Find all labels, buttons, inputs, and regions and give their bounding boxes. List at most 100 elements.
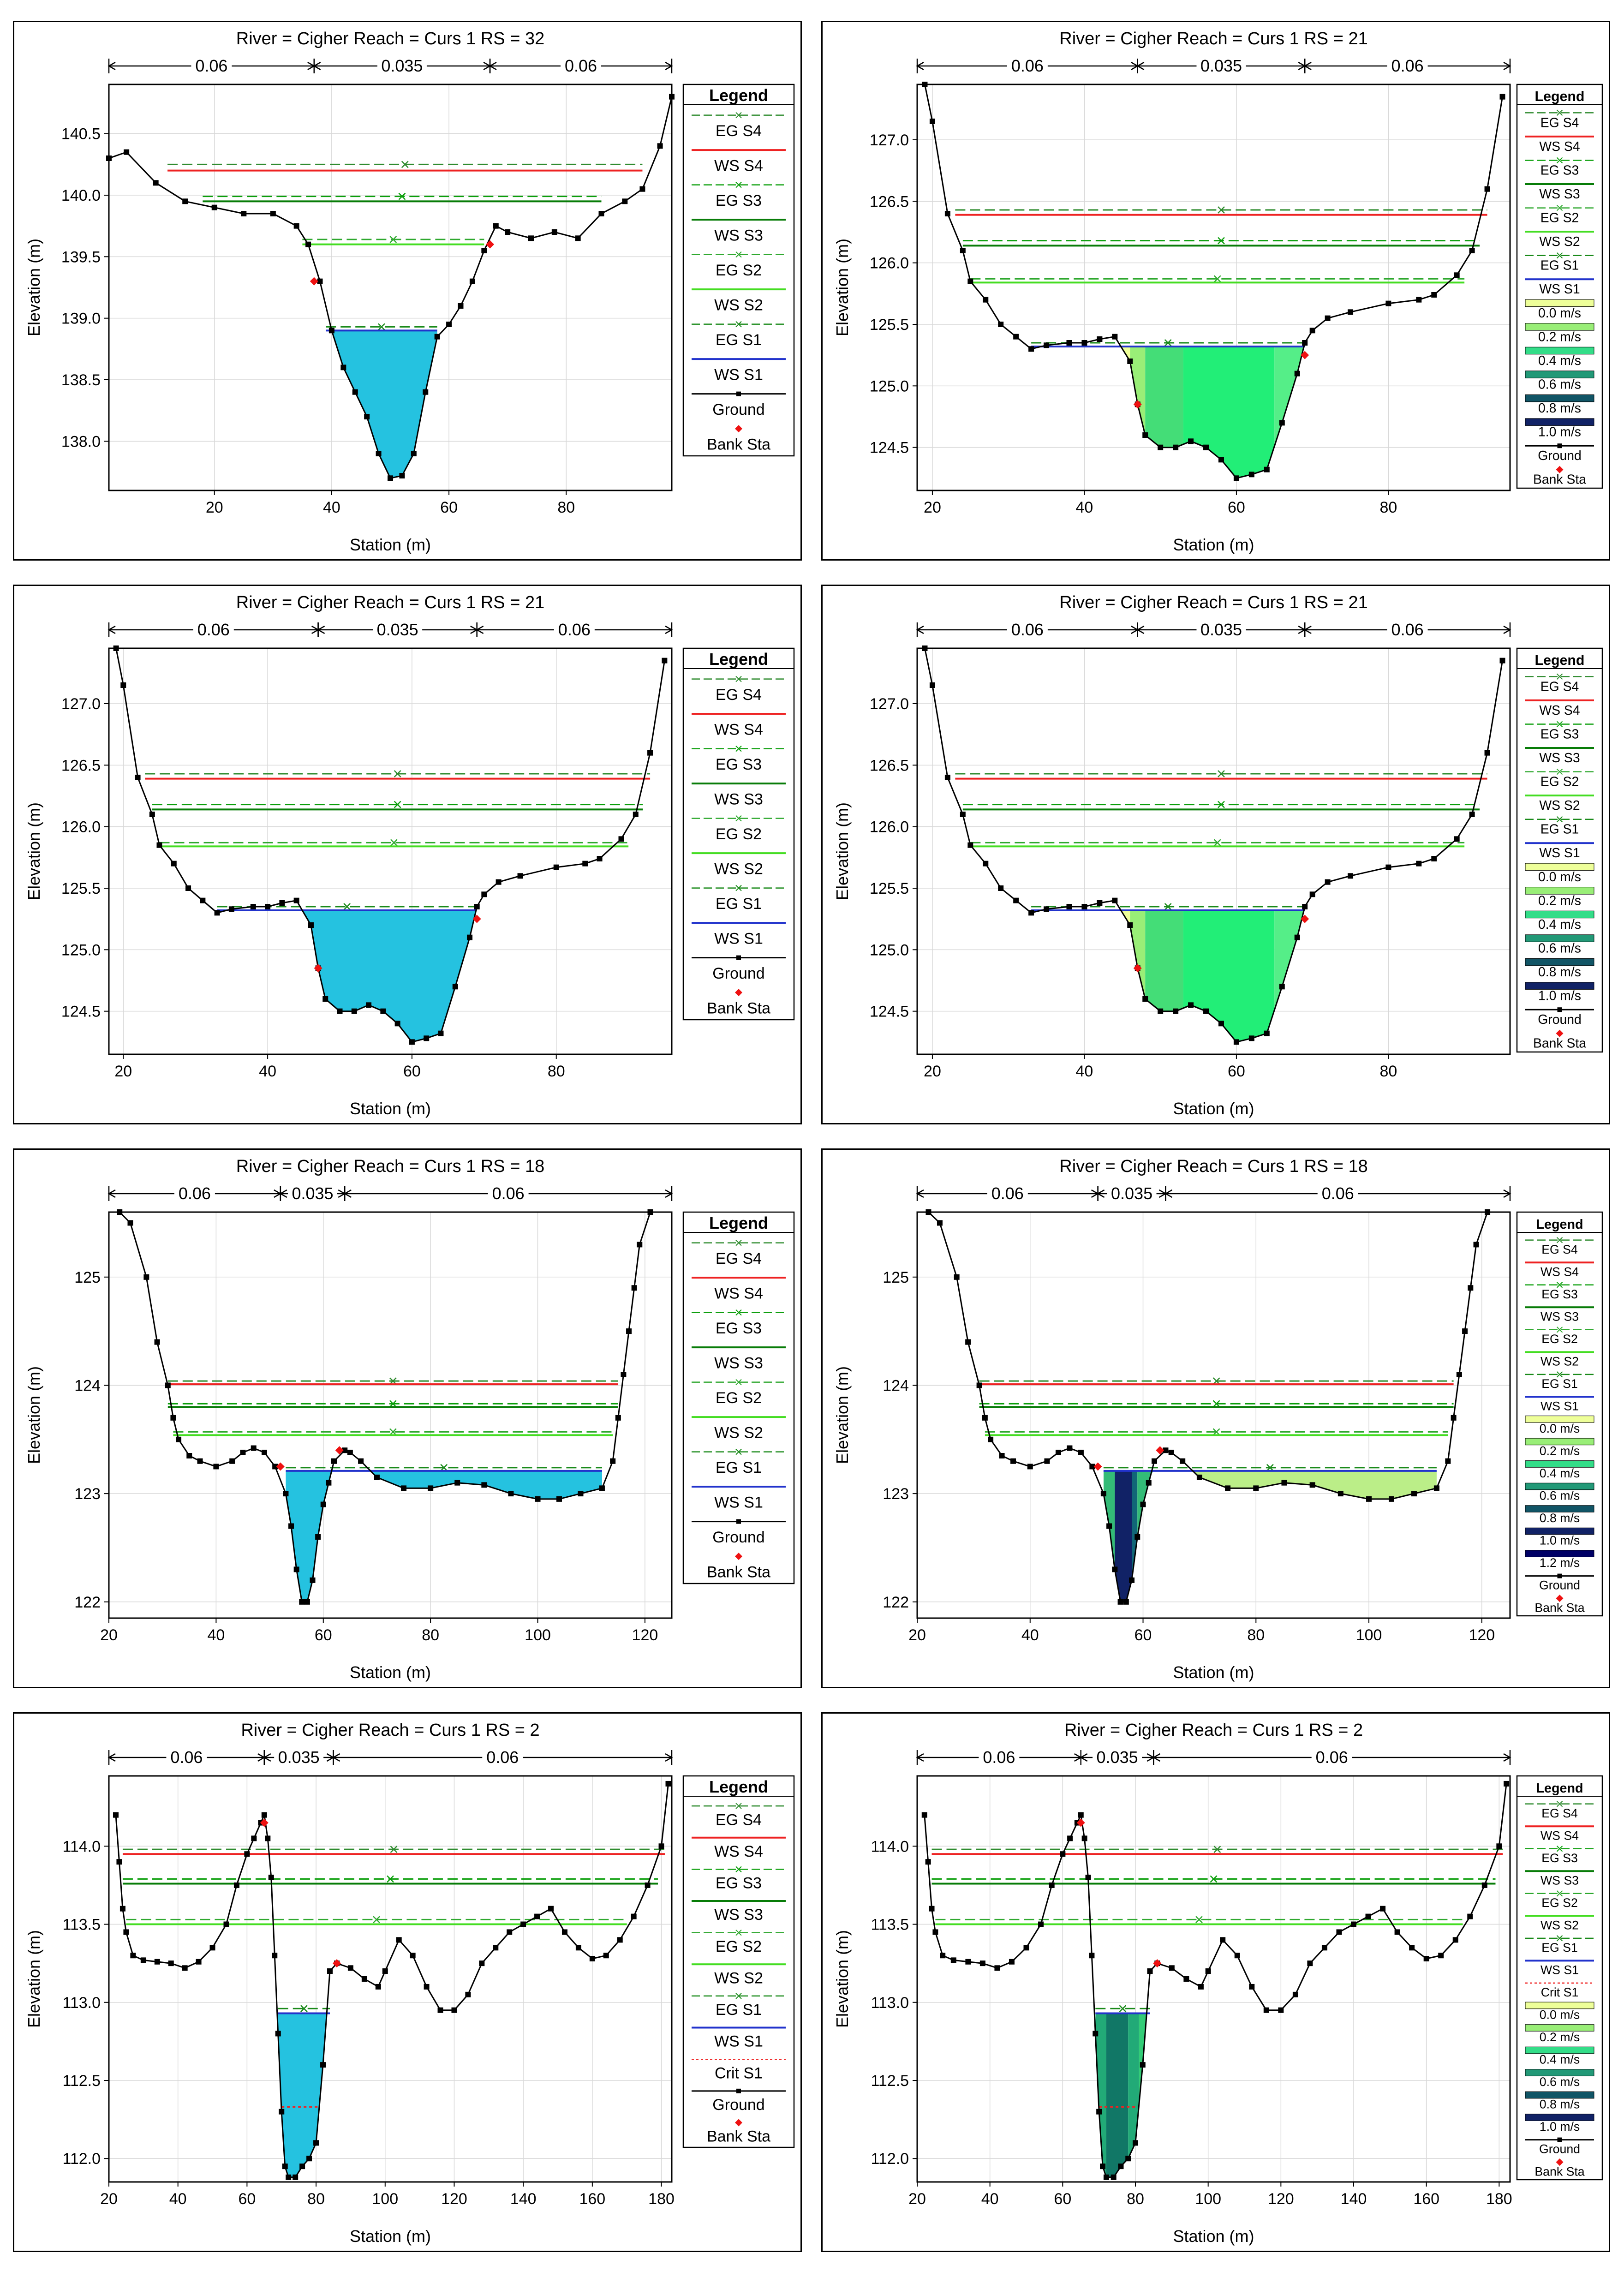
profile-marker xyxy=(401,161,409,168)
ground-point xyxy=(1452,1937,1458,1943)
ground-point xyxy=(1249,1984,1255,1990)
legend-velocity-swatch xyxy=(1525,2024,1594,2032)
legend-velocity-swatch xyxy=(1525,1505,1594,1512)
ground-point xyxy=(622,198,628,204)
legend-velocity-swatch xyxy=(1525,1460,1594,1468)
ground-point xyxy=(399,473,405,478)
ground-point xyxy=(1188,1002,1194,1008)
ground-point xyxy=(1198,1984,1204,1990)
ground-point xyxy=(1038,1921,1044,1927)
ground-point xyxy=(233,1882,239,1888)
manning-arrow xyxy=(107,1189,116,1198)
legend-item-label: 0.2 m/s xyxy=(1540,1444,1580,1458)
ground-point xyxy=(1481,1882,1487,1888)
manning-arrow xyxy=(476,625,484,634)
plot-frame xyxy=(108,84,673,491)
ground-point xyxy=(1078,1812,1084,1818)
ground-point xyxy=(186,1453,192,1458)
ground-point xyxy=(1468,1285,1474,1291)
ground-point xyxy=(200,897,206,903)
legend-item-label: EG S1 xyxy=(1541,1377,1578,1391)
plot-frame xyxy=(916,1211,1511,1619)
ground-point xyxy=(1180,1458,1186,1464)
legend-item-label: WS S1 xyxy=(714,930,763,947)
ground-point xyxy=(976,1382,982,1388)
legend-item-label: 0.4 m/s xyxy=(1538,917,1581,932)
legend-item-label: Ground xyxy=(712,401,764,418)
legend-item-label: EG S4 xyxy=(716,686,762,704)
legend-velocity-swatch xyxy=(1525,347,1594,355)
y-tick-label: 126.0 xyxy=(870,819,909,836)
legend-item-label: WS S1 xyxy=(714,1494,763,1511)
cross-section-chart: River = Cigher Reach = Curs 1 RS = 32 0.0… xyxy=(24,29,795,554)
y-tick-label: 122 xyxy=(883,1594,909,1611)
ground-point xyxy=(1146,1480,1152,1486)
manning-label-bg xyxy=(1007,56,1048,74)
manning-value-label: 0.035 xyxy=(1111,1184,1152,1203)
ground-point xyxy=(639,186,645,192)
ground-point xyxy=(1263,2007,1269,2013)
ground-point xyxy=(1499,94,1505,100)
ground-point xyxy=(375,1984,381,1990)
ground-point xyxy=(505,229,511,235)
x-tick-label: 80 xyxy=(1379,499,1397,516)
cross-section-chart: River = Cigher Reach = Curs 1 RS = 2 0.06… xyxy=(24,1721,795,2246)
legend-item-label: WS S1 xyxy=(1539,282,1580,297)
manning-label-bg xyxy=(1093,1747,1142,1766)
manning-label-bg xyxy=(373,620,423,638)
legend-marker xyxy=(1556,1237,1563,1243)
manning-arrow xyxy=(1080,1753,1088,1762)
bank-station-marker xyxy=(1076,1818,1085,1827)
legend-marker xyxy=(1556,109,1563,116)
ground-point xyxy=(1196,1474,1202,1480)
ground-point xyxy=(983,297,989,303)
ground-point xyxy=(578,1491,584,1497)
profile-marker xyxy=(1213,275,1221,283)
water-area-ws-s1 xyxy=(326,330,437,478)
ground-point xyxy=(1337,1491,1343,1497)
ground-point xyxy=(1380,1906,1386,1912)
ground-point xyxy=(665,1781,671,1787)
manning-arrow xyxy=(313,61,321,71)
legend-title: Legend xyxy=(1536,1217,1583,1232)
ground-point xyxy=(1351,1921,1357,1927)
legend-velocity-swatch xyxy=(1525,863,1594,871)
legend-item-label: EG S2 xyxy=(1541,1332,1578,1346)
y-axis-label: Elevation (m) xyxy=(833,1366,852,1464)
ground-point xyxy=(140,1957,146,1963)
ground-point xyxy=(1278,2007,1284,2013)
chart-title: River = Cigher Reach = Curs 1 RS = 21 xyxy=(1059,29,1367,48)
y-tick-label: 114.0 xyxy=(871,1838,909,1855)
ground-point xyxy=(1484,186,1490,192)
manning-label-bg xyxy=(1311,1747,1352,1766)
manning-arrow xyxy=(1503,61,1511,71)
bank-station-marker xyxy=(1133,964,1142,973)
ground-point xyxy=(1325,879,1331,885)
ground-point xyxy=(261,1812,267,1818)
ground-line xyxy=(108,96,673,479)
ground-point xyxy=(113,1812,119,1818)
ground-point xyxy=(631,1285,637,1291)
ground-point xyxy=(1225,1485,1231,1491)
ground-point xyxy=(154,1959,160,1965)
legend-item-label: WS S3 xyxy=(1540,1309,1579,1323)
ground-point xyxy=(617,1937,623,1943)
ground-point xyxy=(929,119,935,124)
profile-marker xyxy=(1218,206,1225,214)
ground-point xyxy=(1081,1835,1087,1841)
ground-point xyxy=(1292,1991,1298,1997)
ground-point xyxy=(1445,1458,1451,1464)
legend-item-label: EG S1 xyxy=(1540,822,1579,837)
ground-point xyxy=(1456,1372,1462,1377)
ground-point xyxy=(1093,2031,1099,2037)
ground-point xyxy=(994,1965,1000,1971)
ground-point xyxy=(1467,1913,1473,1919)
cross-section-chart: River = Cigher Reach = Curs 1 RS = 2 0.06… xyxy=(833,1721,1603,2246)
ground-point xyxy=(551,229,557,235)
bank-station-marker xyxy=(1093,1462,1102,1471)
profile-marker xyxy=(389,236,397,243)
legend-item-label: Ground xyxy=(1538,1012,1582,1027)
y-tick-label: 124.5 xyxy=(61,1003,101,1021)
ground-point xyxy=(1100,2163,1106,2169)
x-tick-label: 80 xyxy=(1247,1626,1265,1644)
